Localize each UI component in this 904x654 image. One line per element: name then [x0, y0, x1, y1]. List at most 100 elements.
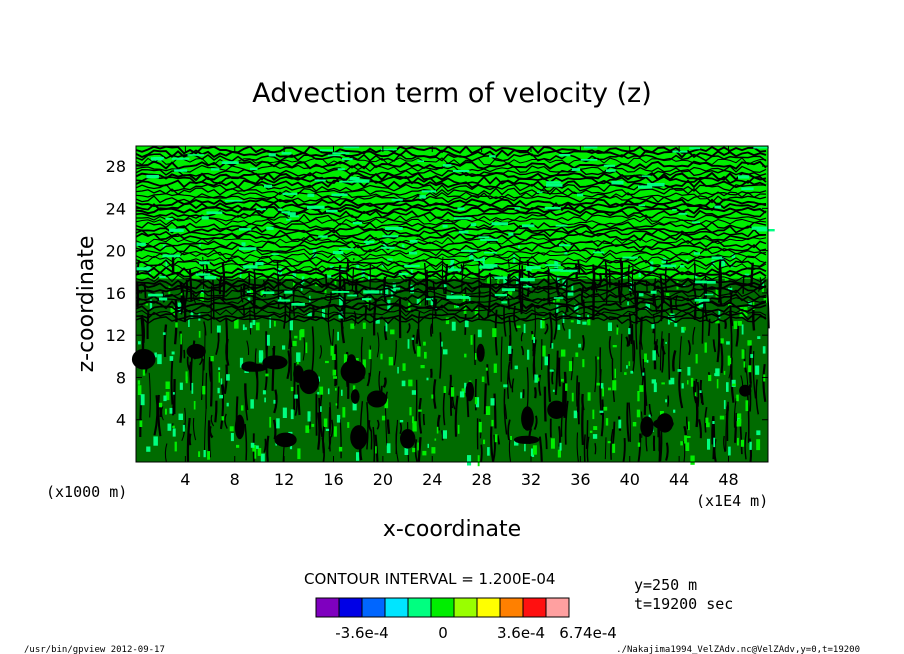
contour-fill-patch — [409, 251, 418, 255]
contour-filament — [563, 371, 567, 419]
contour-fill-patch — [596, 382, 600, 386]
contour-fill-patch — [689, 147, 701, 150]
contour-filament — [612, 421, 616, 445]
contour-fill-patch — [380, 148, 397, 151]
contour-fill-patch — [740, 439, 745, 447]
contour-line — [135, 221, 767, 230]
contour-fill-patch — [284, 290, 293, 294]
contour-filament — [186, 356, 191, 371]
contour-fill-patch — [165, 218, 173, 220]
contour-fill-patch — [501, 301, 508, 304]
contour-blob — [656, 413, 674, 433]
x-tick-label: 36 — [570, 470, 590, 489]
contour-fill-patch — [451, 321, 456, 331]
contour-fill-patch — [567, 292, 574, 296]
contour-fill-patch — [198, 451, 201, 457]
contour-fill-patch — [454, 303, 457, 309]
contour-filament — [748, 384, 752, 412]
contour-filament — [582, 299, 585, 319]
contour-fill-patch — [265, 373, 269, 377]
contour-fill-patch — [408, 379, 413, 387]
contour-fill-patch — [137, 380, 141, 385]
contour-filament — [188, 433, 192, 446]
contour-fill-patch — [239, 270, 242, 279]
contour-fill-patch — [699, 390, 702, 393]
contour-fill-patch — [347, 422, 350, 428]
colorbar-swatch — [338, 597, 363, 618]
contour-fill-patch — [391, 198, 403, 201]
contour-filament — [286, 350, 291, 380]
contour-fill-patch — [281, 152, 292, 155]
contour-fill-patch — [756, 229, 775, 232]
contour-fill-patch — [450, 258, 455, 269]
contour-fill-patch — [546, 183, 563, 187]
contour-fill-patch — [478, 421, 482, 433]
contour-filament — [208, 425, 214, 439]
contour-filament — [417, 437, 422, 463]
contour-field — [131, 145, 775, 467]
contour-fill-patch — [508, 232, 514, 236]
contour-filament — [617, 280, 622, 306]
contour-fill-patch — [165, 391, 170, 401]
contour-filament — [586, 436, 590, 463]
contour-filament — [148, 372, 151, 418]
contour-fill-patch — [250, 399, 254, 409]
contour-fill-patch — [417, 346, 421, 357]
contour-fill-patch — [164, 259, 168, 270]
contour-fill-patch — [672, 209, 677, 211]
contour-fill-patch — [553, 297, 564, 299]
contour-fill-patch — [544, 356, 548, 366]
contour-fill-patch — [460, 296, 470, 299]
contour-fill-patch — [242, 324, 245, 331]
contour-fill-patch — [368, 349, 372, 360]
contour-fill-patch — [241, 405, 244, 411]
contour-filament — [244, 383, 249, 411]
contour-fill-patch — [255, 322, 260, 331]
contour-fill-patch — [339, 248, 354, 250]
y-tick-label: 12 — [106, 326, 126, 345]
contour-filament — [507, 419, 511, 441]
contour-fill-patch — [220, 378, 223, 385]
contour-fill-patch — [339, 180, 357, 183]
contour-fill-patch — [149, 299, 153, 310]
contour-fill-patch — [361, 298, 372, 301]
contour-fill-patch — [549, 268, 564, 272]
contour-fill-patch — [339, 295, 343, 306]
contour-fill-patch — [359, 270, 364, 281]
contour-fill-patch — [592, 409, 595, 420]
contour-fill-patch — [612, 345, 617, 348]
contour-fill-patch — [343, 354, 348, 364]
contour-fill-patch — [332, 369, 337, 376]
contour-fill-patch — [412, 421, 417, 432]
contour-fill-patch — [491, 419, 494, 427]
contour-fill-patch — [260, 453, 265, 463]
contour-fill-patch — [469, 250, 474, 262]
contour-fill-patch — [146, 446, 151, 452]
contour-fill-patch — [459, 391, 464, 398]
contour-fill-patch — [690, 254, 695, 263]
contour-fill-patch — [561, 349, 566, 357]
contour-fill-patch — [148, 293, 163, 297]
contour-fill-patch — [523, 261, 527, 271]
contour-filament — [581, 406, 585, 445]
contour-fill-patch — [219, 394, 223, 399]
contour-fill-patch — [243, 265, 258, 269]
contour-fill-patch — [608, 387, 612, 391]
contour-fill-patch — [247, 297, 251, 301]
contour-fill-patch — [704, 293, 714, 296]
contour-filament — [554, 350, 559, 395]
contour-fill-patch — [751, 226, 768, 230]
contour-filament — [173, 299, 178, 345]
contour-fill-patch — [602, 387, 604, 397]
contour-fill-patch — [174, 169, 188, 172]
contour-fill-patch — [347, 294, 358, 297]
x-tick-label: 28 — [471, 470, 491, 489]
contour-fill-patch — [675, 271, 679, 275]
contour-filament — [581, 334, 585, 351]
contour-fill-patch — [203, 450, 206, 458]
contour-line — [135, 224, 767, 234]
contour-fill-patch — [241, 242, 246, 246]
contour-fill-patch — [516, 325, 521, 328]
contour-fill-patch — [338, 446, 343, 452]
